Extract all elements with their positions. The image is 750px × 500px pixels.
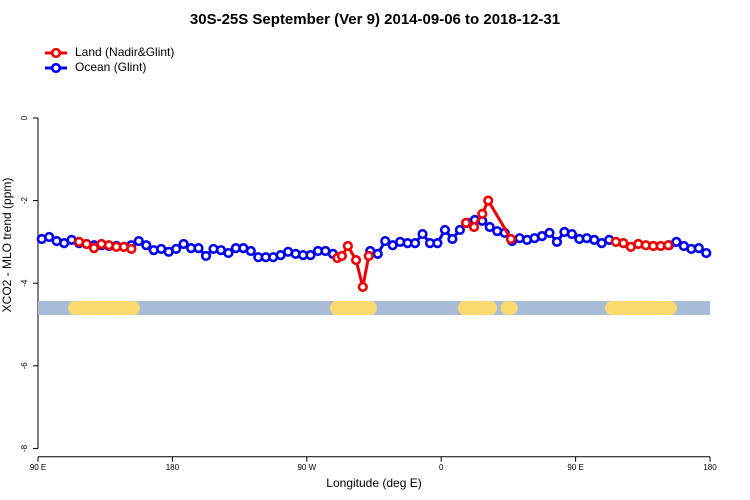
point	[363, 250, 374, 262]
x-axis-label: Longitude (deg E)	[326, 476, 421, 490]
point	[701, 247, 712, 259]
y-tick-label: 0	[20, 115, 29, 120]
point	[447, 233, 458, 245]
point	[409, 238, 421, 249]
point	[305, 250, 316, 261]
point	[468, 221, 480, 233]
point	[133, 235, 144, 247]
point	[618, 238, 629, 249]
point	[663, 240, 674, 251]
point	[380, 235, 391, 247]
point	[223, 247, 234, 259]
legend-marker	[50, 47, 62, 59]
x-tick-label: 180	[703, 463, 717, 472]
point	[342, 240, 353, 252]
point	[171, 243, 182, 255]
point	[245, 245, 256, 257]
x-tick-label: 90 E	[567, 463, 583, 472]
point	[566, 228, 577, 240]
point	[372, 248, 383, 259]
y-tick-label: -6	[20, 362, 29, 370]
point	[460, 217, 472, 229]
point	[178, 238, 189, 250]
x-tick-label: 90 E	[30, 463, 46, 472]
legend-marker	[50, 62, 62, 74]
point	[81, 238, 92, 250]
x-tick-label: 0	[439, 463, 444, 472]
point	[505, 233, 517, 245]
y-axis-label: XCO2 - MLO trend (ppm)	[0, 178, 14, 313]
y-tick-label: -8	[20, 444, 29, 452]
point	[126, 243, 137, 255]
point	[200, 250, 212, 262]
point	[671, 236, 682, 248]
point	[336, 250, 347, 262]
point	[483, 195, 494, 206]
y-tick-label: -4	[20, 279, 29, 287]
point	[544, 227, 555, 238]
legend-label: Land (Nadir&Glint)	[75, 45, 174, 59]
point	[693, 243, 704, 254]
point	[551, 236, 563, 248]
point	[141, 240, 152, 251]
point	[454, 224, 465, 236]
chart-title: 30S-25S September (Ver 9) 2014-09-06 to …	[190, 11, 560, 28]
point	[417, 228, 428, 240]
y-tick-label: -2	[20, 196, 29, 204]
point	[44, 231, 55, 243]
point	[193, 243, 204, 254]
x-tick-label: 180	[166, 463, 180, 472]
point	[484, 221, 495, 233]
point	[439, 224, 451, 236]
x-tick-label: 90 W	[297, 463, 316, 472]
point	[350, 254, 362, 266]
point	[432, 238, 443, 249]
legend-label: Ocean (Glint)	[75, 60, 146, 74]
point	[357, 281, 368, 293]
point	[88, 243, 100, 254]
point	[477, 208, 488, 219]
